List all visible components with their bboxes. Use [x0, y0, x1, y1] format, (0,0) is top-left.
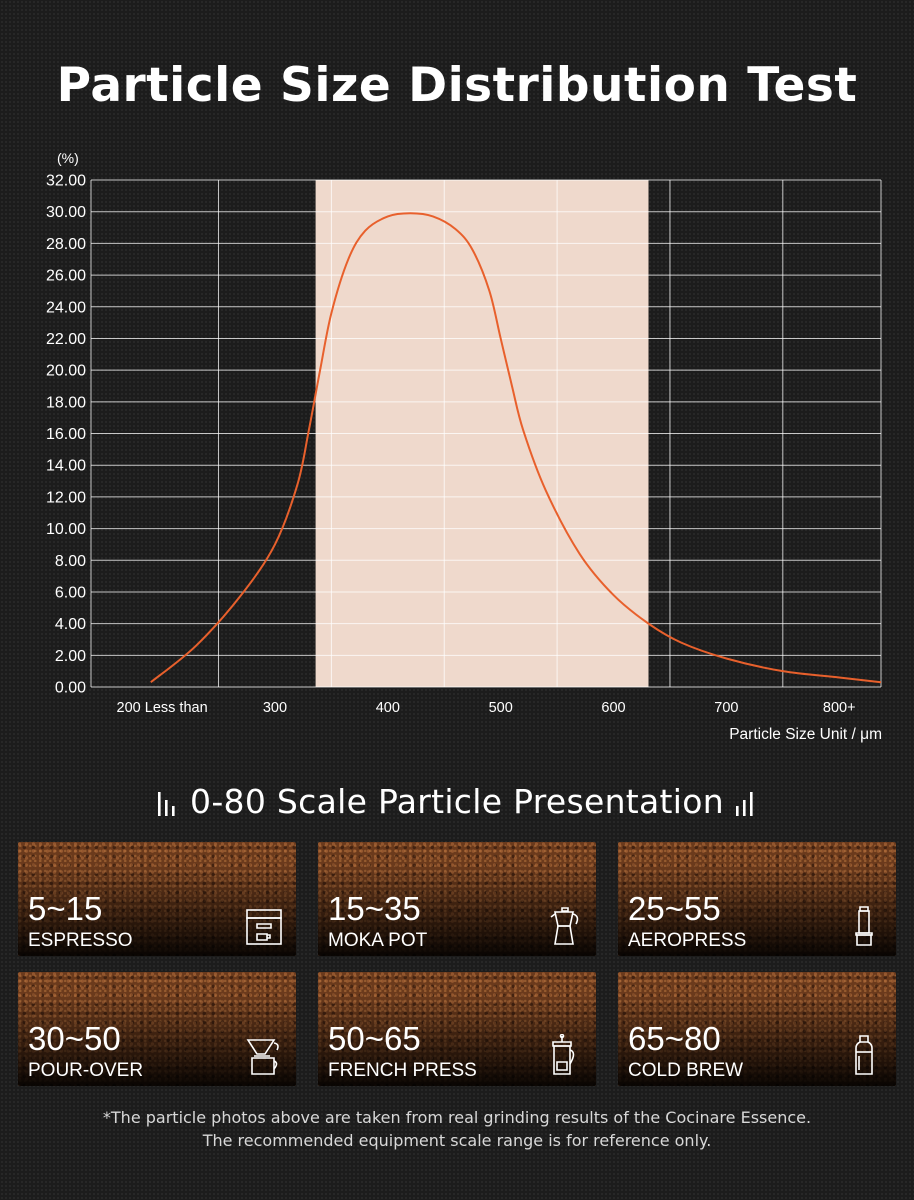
- distribution-chart: 0.00 2.00 4.00 6.00 8.00 10.00 12.00 14.00 16.00…: [46, 173, 882, 716]
- x-axis-label: Particle Size Unit / μm: [729, 726, 882, 743]
- grind-tile-cold-brew: 65~80 COLD BREW: [618, 972, 896, 1086]
- y-tick-label: 12.00: [46, 489, 86, 506]
- y-tick-label: 20.00: [46, 363, 86, 380]
- y-tick-label: 18.00: [46, 394, 86, 411]
- grind-tile-moka-pot: 15~35 MOKA POT: [318, 842, 596, 956]
- footnote-line-2: The recommended equipment scale range is…: [202, 1131, 712, 1150]
- brew-method: AEROPRESS: [628, 930, 747, 951]
- distribution-curve: [150, 212, 882, 684]
- y-tick-label: 16.00: [46, 426, 86, 443]
- x-tick-label: 300: [263, 700, 287, 716]
- footnote-line-1: *The particle photos above are taken fro…: [102, 1108, 812, 1127]
- x-tick-label: 600: [601, 700, 625, 716]
- y-tick-label: 10.00: [46, 521, 86, 538]
- y-axis-unit-label: (%): [57, 150, 79, 166]
- brew-method: MOKA POT: [328, 930, 428, 951]
- footnote: *The particle photos above are taken fro…: [0, 1106, 914, 1152]
- x-tick-label: 500: [489, 700, 513, 716]
- french-press-icon: [552, 1034, 575, 1075]
- section-title-text: 0-80 Scale Particle Presentation: [190, 782, 724, 821]
- y-tick-label: 30.00: [46, 204, 86, 221]
- grind-range: 15~35: [328, 890, 421, 927]
- grind-range: 5~15: [28, 890, 103, 927]
- brew-method: POUR-OVER: [28, 1060, 144, 1081]
- signal-bars-left-icon: [158, 791, 175, 816]
- grind-range: 65~80: [628, 1020, 721, 1057]
- y-tick-label: 6.00: [55, 584, 86, 601]
- section-title: 0-80 Scale Particle Presentation: [0, 782, 914, 821]
- x-tick-label: 200 Less than: [117, 700, 208, 716]
- y-tick-label: 22.00: [46, 331, 86, 348]
- brew-method: FRENCH PRESS: [328, 1060, 477, 1081]
- y-tick-label: 2.00: [55, 648, 86, 665]
- cold-brew-bottle-icon: [855, 1035, 873, 1075]
- grind-tile-french-press: 50~65 FRENCH PRESS: [318, 972, 596, 1086]
- moka-pot-icon: [550, 907, 579, 945]
- pour-over-icon: [246, 1039, 279, 1075]
- y-tick-label: 8.00: [55, 553, 86, 570]
- brew-method: COLD BREW: [628, 1060, 744, 1081]
- grind-range: 30~50: [28, 1020, 121, 1057]
- grind-range: 50~65: [328, 1020, 421, 1057]
- y-tick-label: 24.00: [46, 299, 86, 316]
- x-tick-label: 700: [714, 700, 738, 716]
- espresso-machine-icon: [246, 909, 282, 945]
- x-tick-label: 800+: [823, 700, 856, 716]
- grind-tile-espresso: 5~15 ESPRESSO: [18, 842, 296, 956]
- y-tick-label: 28.00: [46, 236, 86, 253]
- aeropress-icon: [855, 906, 873, 946]
- x-tick-label: 400: [376, 700, 400, 716]
- y-tick-label: 26.00: [46, 268, 86, 285]
- y-tick-label: 0.00: [55, 680, 86, 697]
- page-title: Particle Size Distribution Test: [56, 58, 858, 113]
- y-tick-label: 14.00: [46, 458, 86, 475]
- signal-bars-right-icon: [735, 791, 753, 816]
- grind-tile-pour-over: 30~50 POUR-OVER: [18, 972, 296, 1086]
- grind-tile-aeropress: 25~55 AEROPRESS: [618, 842, 896, 956]
- grind-range: 25~55: [628, 890, 721, 927]
- y-tick-label: 32.00: [46, 173, 86, 190]
- brew-method: ESPRESSO: [28, 930, 133, 951]
- y-tick-label: 4.00: [55, 616, 86, 633]
